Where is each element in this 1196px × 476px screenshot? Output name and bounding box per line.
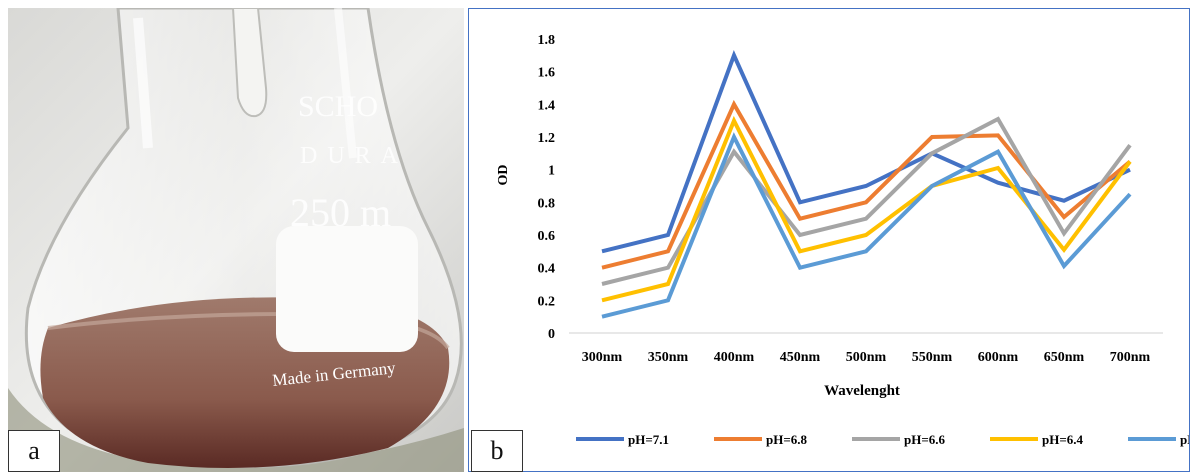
y-tick-label: 0.6 xyxy=(538,229,556,244)
x-tick-label: 550nm xyxy=(912,350,953,365)
y-tick-label: 0.2 xyxy=(538,294,556,309)
legend-label: pH=6.6 xyxy=(904,432,945,447)
legend-label: pH=7.3 xyxy=(1180,432,1189,447)
legend-label: pH=6.8 xyxy=(766,432,807,447)
series-line-ph-6-8 xyxy=(601,99,1132,270)
flask-brand-text: SCHO xyxy=(298,90,378,123)
x-tick-label: 400nm xyxy=(714,350,755,365)
x-tick-label: 600nm xyxy=(978,350,1019,365)
y-tick-label: 1 xyxy=(548,164,555,179)
y-tick-label: 1.8 xyxy=(538,33,556,48)
x-axis-label: Wavelenght xyxy=(824,383,900,399)
x-tick-label: 450nm xyxy=(780,350,821,365)
y-axis-label: OD xyxy=(496,165,511,186)
y-tick-label: 1.6 xyxy=(538,66,556,81)
chart-axes: 0 0.2 0.4 0.6 0.8 1 1.2 1.4 1.6 1.8 300nm 350nm 400n… xyxy=(538,33,1163,365)
x-tick-label: 500nm xyxy=(846,350,887,365)
flask-label-patch xyxy=(276,226,418,352)
x-tick-label: 350nm xyxy=(648,350,689,365)
legend-label: pH=6.4 xyxy=(1042,432,1083,447)
panel-label-a: a xyxy=(8,430,60,472)
chart-legend: pH=7.1 pH=6.8 pH=6.6 pH=6.4 pH=7.3 xyxy=(576,432,1196,447)
series-line-ph-6-4 xyxy=(601,115,1132,303)
flask-sub-text: DURA xyxy=(300,143,408,169)
flask-photo-drawing: SCHO DURA 250 m Made in Germany xyxy=(8,8,464,472)
y-tick-label: 1.2 xyxy=(538,131,556,146)
chart-series-lines xyxy=(601,50,1132,319)
od-line-chart: 0 0.2 0.4 0.6 0.8 1 1.2 1.4 1.6 1.8 300nm 350nm 400n… xyxy=(496,33,1196,447)
x-tick-label: 300nm xyxy=(582,350,623,365)
flask-photo: SCHO DURA 250 m Made in Germany xyxy=(8,8,464,472)
series-line-ph-7-3 xyxy=(601,132,1132,319)
panel-label-b: b xyxy=(471,430,523,472)
od-chart-panel: 0 0.2 0.4 0.6 0.8 1 1.2 1.4 1.6 1.8 300nm 350nm 400n… xyxy=(468,8,1196,472)
x-tick-label: 650nm xyxy=(1044,350,1085,365)
legend-label: pH=7.1 xyxy=(628,432,669,447)
y-tick-label: 0.4 xyxy=(538,262,556,277)
y-tick-label: 1.4 xyxy=(538,98,556,113)
x-tick-label: 700nm xyxy=(1110,350,1151,365)
glass-rod xyxy=(231,8,268,118)
y-tick-label: 0 xyxy=(548,327,555,342)
y-tick-label: 0.8 xyxy=(538,196,556,211)
